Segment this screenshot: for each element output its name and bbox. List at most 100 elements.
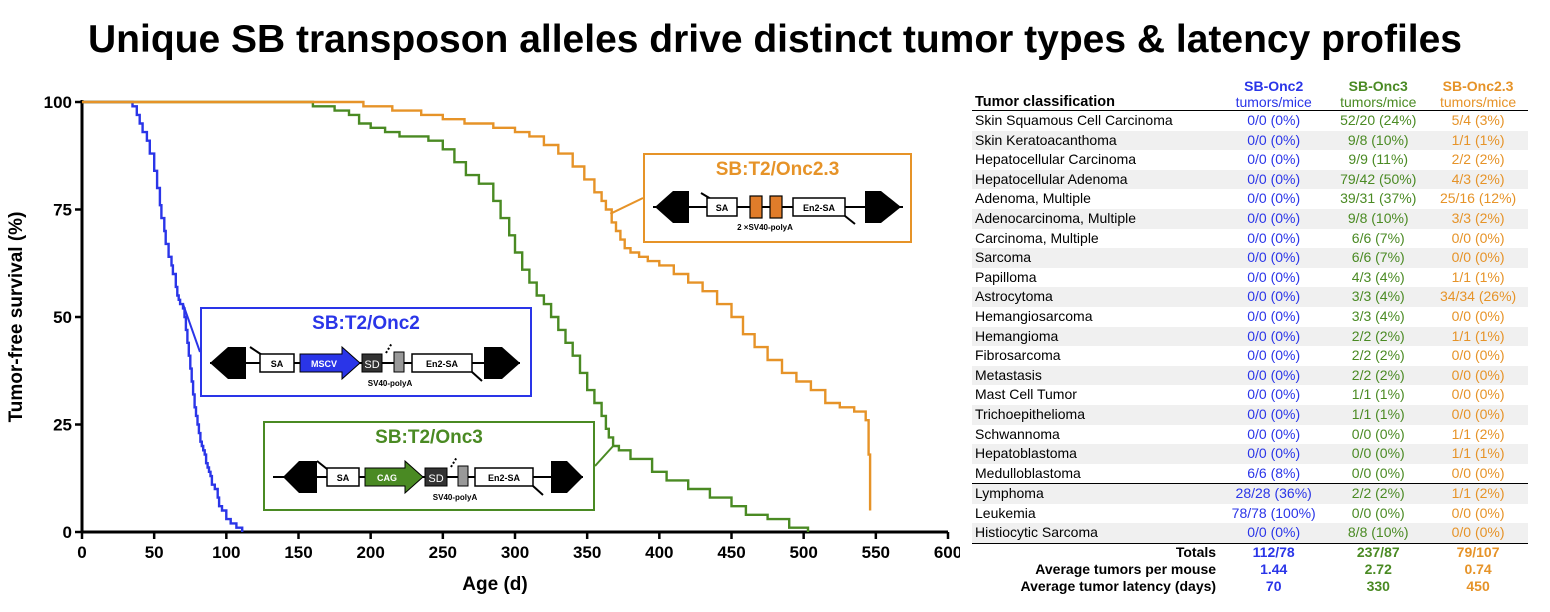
- table-row: Histiocytic Sarcoma 0/0 (0%) 8/8 (10%) 0/0 …: [972, 523, 1528, 544]
- y-tick-label: 0: [63, 523, 72, 542]
- onc23-value-cell: 1/1 (2%): [1428, 483, 1528, 504]
- tumor-type-cell: Carcinoma, Multiple: [975, 229, 1099, 246]
- x-tick-label: 300: [501, 543, 529, 562]
- onc23-value-cell: 1/1 (2%): [1451, 425, 1505, 442]
- onc23-value-cell: 0/0 (0%): [1451, 347, 1505, 364]
- header-onc2-sub: tumors/mice: [1235, 94, 1312, 110]
- onc3-value-cell: 6/6 (7%): [1328, 248, 1429, 268]
- header-onc3-name: SB-Onc3: [1348, 78, 1408, 94]
- onc23-value-cell: 0/0 (0%): [1451, 229, 1505, 246]
- table-row: Hemangioma 0/0 (0%) 2/2 (2%) 1/1 (1%): [972, 326, 1528, 347]
- summary-label: Average tumor latency (days): [972, 578, 1220, 596]
- onc2-summary-value: 112/78: [1219, 543, 1329, 562]
- header-onc3-sub: tumors/mice: [1340, 94, 1417, 110]
- onc3-value-cell: 1/1 (1%): [1351, 386, 1405, 403]
- tumor-type-cell: Skin Squamous Cell Carcinoma: [972, 109, 1220, 131]
- table-row: Papilloma 0/0 (0%) 4/3 (4%) 1/1 (1%): [972, 268, 1528, 288]
- table-row: Fibrosarcoma 0/0 (0%) 2/2 (2%) 0/0 (0%): [972, 346, 1528, 366]
- tumor-type-cell: Hepatocellular Adenoma: [972, 169, 1220, 190]
- table-row: Lymphoma 28/28 (36%) 2/2 (2%) 1/1 (2%): [972, 483, 1528, 504]
- onc2-value-cell: 0/0 (0%): [1247, 347, 1301, 364]
- table-row: Trichoepithelioma 0/0 (0%) 1/1 (1%) 0/0 (0%…: [972, 404, 1528, 425]
- onc3-value-cell: 0/0 (0%): [1351, 425, 1405, 442]
- onc23-value-cell: 2/2 (2%): [1451, 151, 1505, 168]
- left-ir-arrow-icon: [655, 191, 689, 223]
- table-row: Skin Squamous Cell Carcinoma 0/0 (0%) 52/2…: [972, 109, 1528, 131]
- onc23-value-cell: 0/0 (0%): [1451, 386, 1505, 403]
- tumor-type-cell: Skin Keratoacanthoma: [972, 130, 1220, 151]
- table-row: Hepatoblastoma 0/0 (0%) 0/0 (0%) 1/1 (1%): [972, 444, 1528, 464]
- tumor-type-cell: Adenoma, Multiple: [975, 190, 1091, 207]
- right-ir-arrow-icon: [865, 191, 901, 223]
- tumor-type-cell: Histiocytic Sarcoma: [972, 523, 1220, 544]
- survival-chart: 0 50 100 150 200 250 300 350 400 450 500 550 600 0 25 5…: [6, 93, 960, 595]
- tumor-type-cell: Mast Cell Tumor: [975, 386, 1077, 403]
- onc23-summary-value: 79/107: [1428, 543, 1528, 562]
- onc2-value-cell: 0/0 (0%): [1219, 365, 1329, 386]
- onc23-value-cell: 0/0 (0%): [1451, 504, 1505, 521]
- onc2-summary-value: 1.44: [1219, 561, 1329, 579]
- onc2-value-cell: 0/0 (0%): [1247, 151, 1301, 168]
- left-ir-arrow-icon: [210, 347, 246, 379]
- onc2-construct-diagram: SA MSCV SD SV40-polyA En2-SA: [210, 342, 520, 388]
- table-row: Medulloblastoma 6/6 (8%) 0/0 (0%) 0/0 (0%): [972, 464, 1528, 484]
- onc2-sa-label: SA: [271, 359, 284, 369]
- onc3-en2sa-label: En2-SA: [488, 473, 521, 483]
- onc3-value-cell: 9/8 (10%): [1328, 130, 1429, 151]
- onc3-value-cell: 3/3 (4%): [1351, 307, 1405, 324]
- onc3-promoter-label: CAG: [377, 473, 397, 483]
- onc3-value-cell: 0/0 (0%): [1328, 444, 1429, 464]
- onc2-value-cell: 0/0 (0%): [1247, 190, 1301, 207]
- page-title: Unique SB transposon alleles drive disti…: [88, 18, 1462, 61]
- onc23-value-cell: 0/0 (0%): [1428, 248, 1528, 268]
- summary-row: Totals 112/78 237/87 79/107: [972, 543, 1528, 562]
- y-tick-label: 50: [53, 308, 72, 327]
- onc2-value-cell: 78/78 (100%): [1231, 504, 1316, 521]
- chart-callouts: [182, 197, 644, 467]
- onc3-value-cell: 2/2 (2%): [1328, 326, 1429, 347]
- onc3-value-cell: 2/2 (2%): [1328, 483, 1429, 504]
- onc3-sa-label: SA: [337, 473, 350, 483]
- onc2-summary-value: 70: [1219, 578, 1329, 596]
- onc3-callout-line: [594, 445, 614, 467]
- onc23-value-cell: 0/0 (0%): [1428, 365, 1528, 386]
- tumor-type-cell: Metastasis: [972, 365, 1220, 386]
- tumor-type-cell: Hepatocellular Carcinoma: [975, 151, 1137, 168]
- onc2-value-cell: 0/0 (0%): [1219, 169, 1329, 190]
- onc23-value-cell: 1/1 (1%): [1451, 268, 1505, 285]
- summary-row: Average tumor latency (days) 70 330 450: [972, 578, 1528, 596]
- onc2-value-cell: 6/6 (8%): [1247, 464, 1301, 481]
- onc2-value-cell: 0/0 (0%): [1247, 386, 1301, 403]
- right-ir-arrow-icon: [551, 461, 583, 493]
- table-row: Sarcoma 0/0 (0%) 6/6 (7%) 0/0 (0%): [972, 248, 1528, 268]
- x-tick-label: 550: [862, 543, 890, 562]
- onc2-value-cell: 0/0 (0%): [1219, 326, 1329, 347]
- onc3-summary-value: 330: [1328, 578, 1429, 596]
- table-row: Adenoma, Multiple 0/0 (0%) 39/31 (37%) 25/1…: [972, 189, 1528, 209]
- onc3-value-cell: 2/2 (2%): [1351, 347, 1405, 364]
- x-tick-label: 50: [145, 543, 164, 562]
- onc3-value-cell: 6/6 (7%): [1351, 229, 1405, 246]
- x-tick-label: 400: [645, 543, 673, 562]
- onc2-value-cell: 28/28 (36%): [1219, 483, 1329, 504]
- onc3-value-cell: 8/8 (10%): [1328, 523, 1429, 544]
- table-row: Hepatocellular Adenoma 0/0 (0%) 79/42 (50%…: [972, 169, 1528, 190]
- tumor-type-cell: Papilloma: [975, 268, 1037, 285]
- table-row: Adenocarcinoma, Multiple 0/0 (0%) 9/8 (10%…: [972, 208, 1528, 229]
- onc2-value-cell: 0/0 (0%): [1219, 248, 1329, 268]
- header-onc23: SB-Onc2.3 tumors/mice: [1428, 78, 1528, 111]
- summary-label: Average tumors per mouse: [972, 561, 1220, 579]
- onc2-callout-line: [182, 303, 201, 353]
- onc23-construct-box: SB:T2/Onc2.3 SA 2 ×SV40-polyA En2-SA: [643, 153, 912, 243]
- onc23-value-cell: 0/0 (0%): [1451, 307, 1505, 324]
- onc23-value-cell: 0/0 (0%): [1451, 464, 1505, 481]
- onc23-summary-value: 0.74: [1428, 561, 1528, 579]
- onc23-value-cell: 34/34 (26%): [1428, 287, 1528, 307]
- onc23-value-cell: 1/1 (1%): [1428, 130, 1528, 151]
- onc2-value-cell: 0/0 (0%): [1219, 444, 1329, 464]
- onc3-summary-value: 237/87: [1328, 543, 1429, 562]
- y-axis-label: Tumor-free survival (%): [6, 212, 27, 423]
- tumor-type-cell: Adenocarcinoma, Multiple: [972, 208, 1220, 229]
- onc23-value-cell: 1/1 (1%): [1428, 444, 1528, 464]
- onc2-sd-label: SD: [364, 359, 379, 371]
